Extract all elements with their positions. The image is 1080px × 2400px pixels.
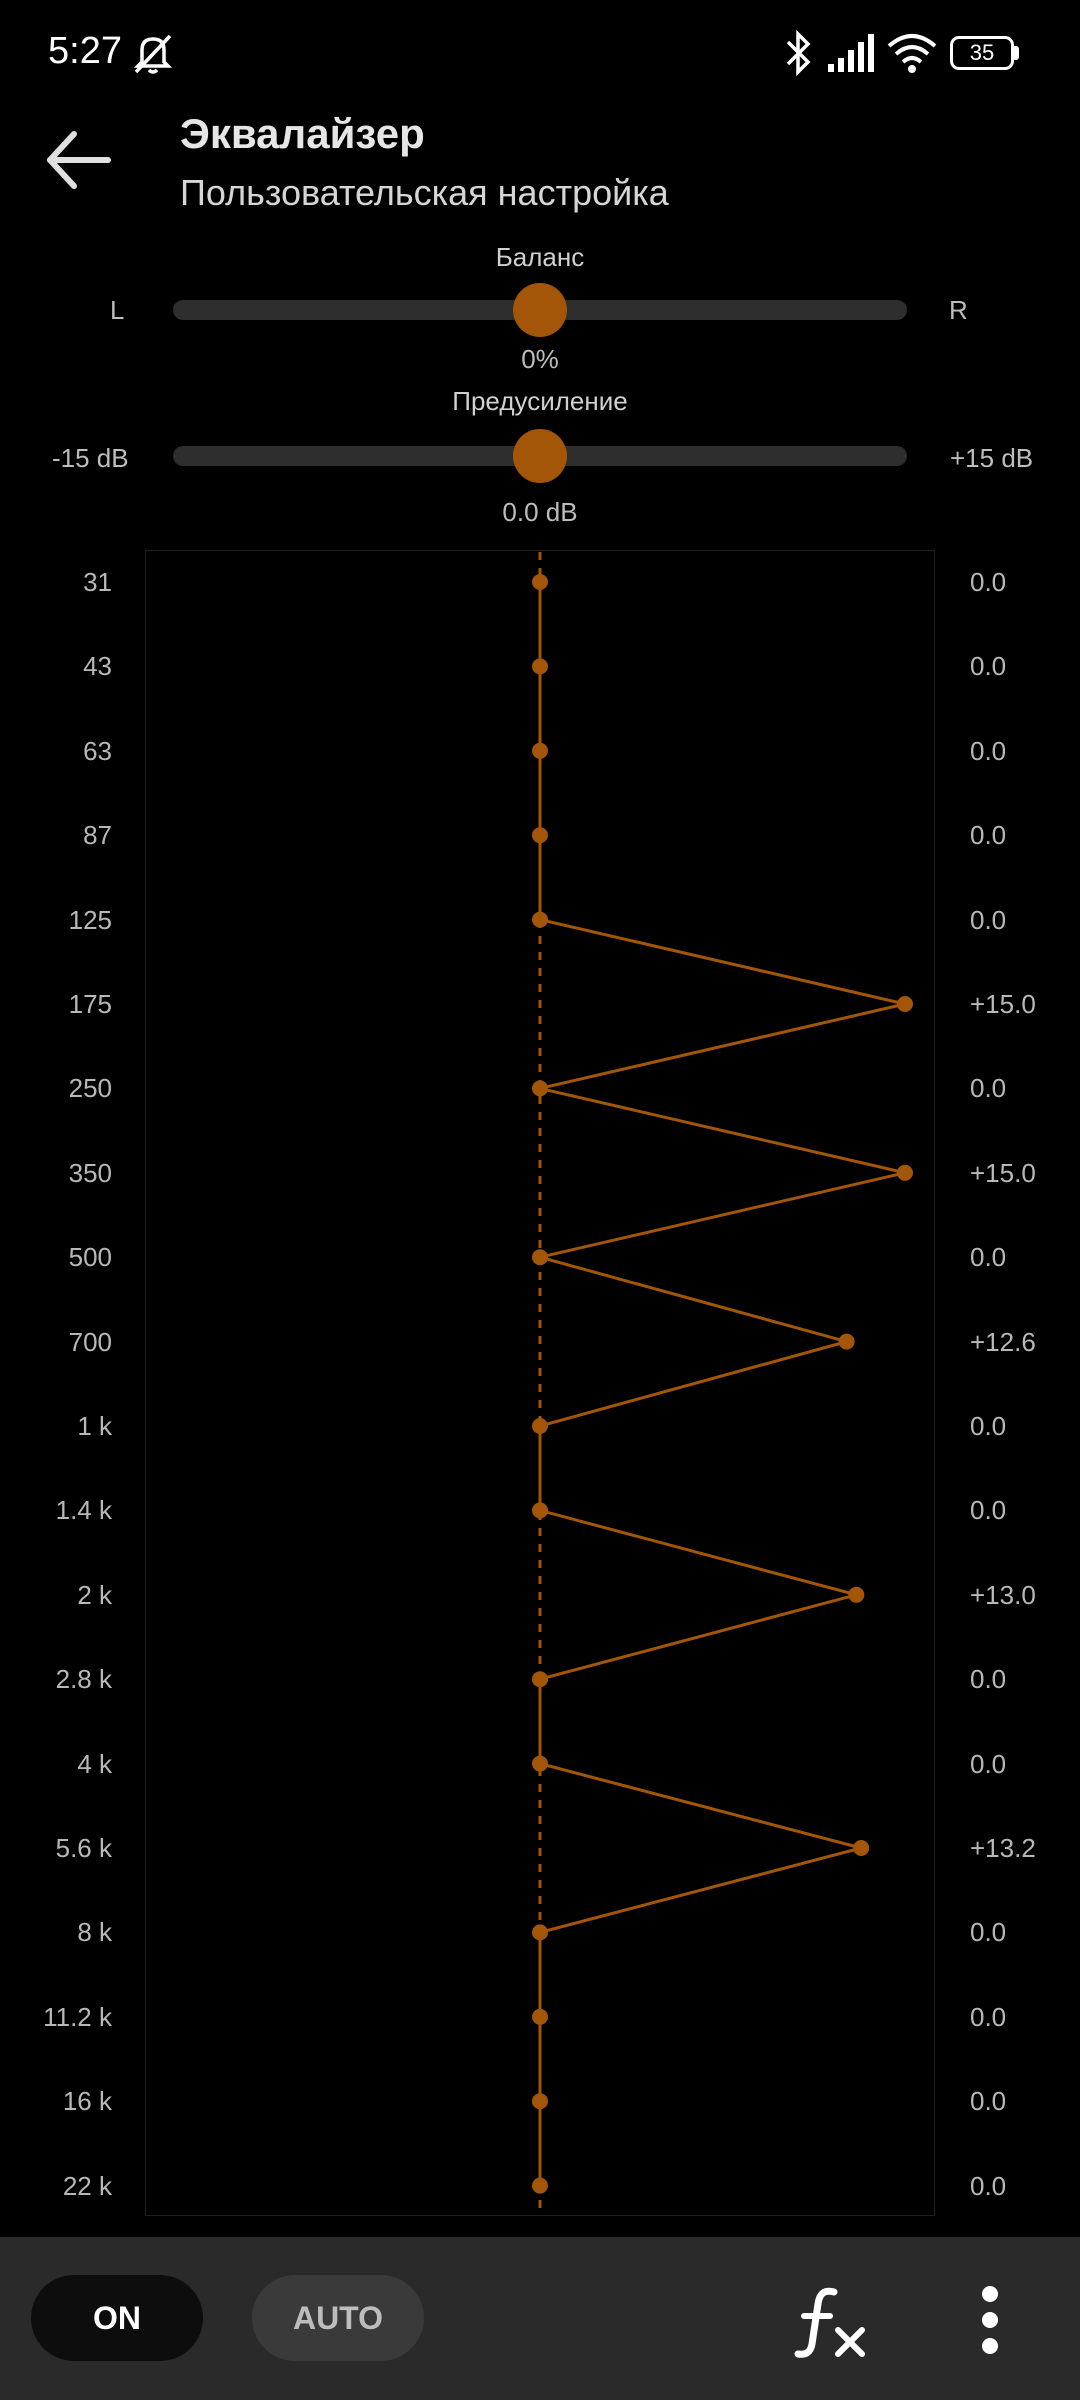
eq-band-point[interactable]: [532, 2177, 548, 2194]
eq-band-frequency: 350: [68, 1157, 112, 1188]
eq-band-point[interactable]: [532, 1671, 548, 1688]
eq-band-frequency: 87: [83, 820, 112, 851]
eq-band-point[interactable]: [532, 2008, 548, 2025]
preamp-min-label: -15 dB: [52, 443, 129, 473]
eq-band-point[interactable]: [848, 1586, 865, 1603]
balance-right-label: R: [949, 295, 968, 325]
eq-band-point[interactable]: [897, 996, 913, 1012]
eq-band-frequency: 125: [68, 904, 112, 935]
eq-band-gain: +13.0: [970, 1579, 1036, 1610]
eq-band-frequency: 4 k: [77, 1748, 112, 1779]
eq-band-point[interactable]: [532, 827, 548, 844]
eq-band-gain: 0.0: [970, 1495, 1007, 1526]
battery-icon: 35: [950, 36, 1014, 70]
eq-band-gain: 0.0: [970, 1073, 1007, 1104]
equalizer-graph-frame: [145, 550, 935, 2216]
eq-band-frequency: 250: [68, 1073, 112, 1104]
auto-button[interactable]: AUTO: [252, 2275, 424, 2361]
balance-slider-thumb[interactable]: [513, 283, 567, 337]
eq-band-gain: 0.0: [970, 820, 1007, 851]
eq-band-frequency: 175: [68, 989, 112, 1019]
eq-band-gain: 0.0: [970, 1242, 1007, 1273]
eq-band-point[interactable]: [532, 2093, 548, 2110]
eq-band-gain: 0.0: [970, 1664, 1007, 1695]
preamp-slider-thumb[interactable]: [513, 429, 567, 483]
eq-band-point[interactable]: [838, 1333, 855, 1350]
eq-band-point[interactable]: [532, 911, 548, 928]
eq-band-point[interactable]: [532, 742, 548, 759]
eq-band-gain: +13.2: [970, 1833, 1036, 1863]
eq-band-gain: 0.0: [970, 651, 1007, 682]
eq-band-gain: 0.0: [970, 1748, 1007, 1779]
wifi-icon: [887, 34, 937, 73]
eq-band-frequency: 31: [83, 567, 112, 597]
eq-band-frequency: 1 k: [77, 1411, 112, 1441]
equalizer-graph[interactable]: [0, 0, 1080, 2240]
eq-band-point[interactable]: [532, 1418, 548, 1434]
eq-band-frequency: 5.6 k: [55, 1833, 112, 1863]
back-arrow-icon[interactable]: [40, 120, 120, 200]
battery-tip: [1014, 46, 1019, 60]
eq-band-point[interactable]: [532, 1924, 548, 1941]
eq-band-point[interactable]: [532, 1080, 548, 1097]
preset-name: Пользовательская настройка: [180, 172, 669, 213]
eq-band-gain: 0.0: [970, 2001, 1007, 2032]
eq-band-gain: 0.0: [970, 2086, 1007, 2117]
eq-band-frequency: 11.2 k: [43, 2001, 112, 2032]
eq-band-point[interactable]: [532, 1502, 548, 1519]
eq-band-point[interactable]: [532, 1755, 548, 1772]
eq-band-frequency: 8 k: [77, 1917, 112, 1948]
balance-label: Баланс: [495, 242, 585, 272]
eq-band-frequency: 500: [68, 1242, 112, 1273]
balance-value: 0%: [521, 344, 559, 374]
eq-band-frequency: 63: [83, 735, 112, 766]
eq-band-point[interactable]: [532, 658, 548, 675]
eq-band-gain: +15.0: [970, 1157, 1036, 1188]
eq-band-gain: 0.0: [970, 567, 1007, 597]
signal-icon: [828, 34, 874, 72]
page-title: Эквалайзер: [180, 110, 425, 157]
eq-band-frequency: 2 k: [77, 1579, 112, 1610]
eq-band-point[interactable]: [897, 1164, 913, 1181]
balance-slider[interactable]: [173, 283, 907, 337]
preamp-value: 0.0 dB: [502, 497, 578, 527]
preamp-slider[interactable]: [173, 429, 907, 483]
effects-icon[interactable]: [790, 2282, 870, 2362]
eq-band-point[interactable]: [532, 574, 548, 590]
eq-band-gain: 0.0: [970, 1411, 1007, 1441]
on-toggle-button[interactable]: ON: [31, 2275, 203, 2361]
battery-level: 35: [969, 40, 995, 65]
eq-band-gain: 0.0: [970, 735, 1007, 766]
balance-left-label: L: [110, 295, 125, 325]
preamp-max-label: +15 dB: [950, 443, 1034, 473]
preamp-label: Предусиление: [452, 386, 628, 416]
more-vertical-icon[interactable]: [965, 2280, 1015, 2360]
eq-band-frequency: 1.4 k: [55, 1495, 112, 1526]
eq-band-frequency: 16 k: [62, 2086, 112, 2117]
eq-band-gain: 0.0: [970, 2170, 1007, 2201]
eq-band-frequency: 43: [83, 651, 112, 682]
mute-notification-icon: [133, 34, 173, 74]
eq-band-frequency: 700: [68, 1326, 112, 1357]
status-time: 5:27: [48, 30, 122, 72]
eq-band-point[interactable]: [853, 1840, 870, 1856]
eq-band-gain: 0.0: [970, 904, 1007, 935]
eq-band-frequency: 22 k: [62, 2170, 112, 2201]
eq-band-gain: 0.0: [970, 1917, 1007, 1948]
eq-band-frequency: 2.8 k: [55, 1664, 112, 1695]
bluetooth-icon: [786, 29, 811, 77]
eq-band-point[interactable]: [532, 1249, 548, 1266]
eq-band-gain: +15.0: [970, 989, 1036, 1019]
eq-band-gain: +12.6: [970, 1326, 1036, 1357]
